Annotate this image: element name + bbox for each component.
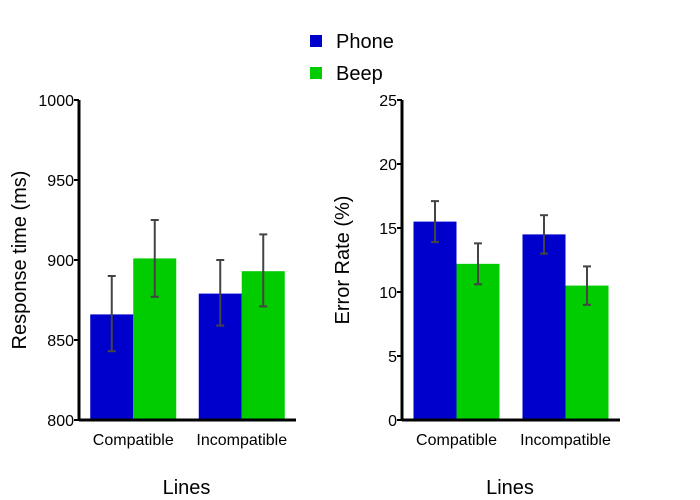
bar-beep-compatible: [456, 263, 500, 420]
y-tick-label: 20: [379, 157, 397, 174]
y-tick-label: 0: [388, 413, 397, 430]
y-tick-label: 850: [47, 333, 74, 350]
y-tick-label: 10: [379, 285, 397, 302]
y-tick-label: 900: [47, 253, 74, 270]
bar-beep-incompatible: [565, 285, 609, 420]
y-tick-label: 950: [47, 173, 74, 190]
legend-swatch-beep: [310, 67, 322, 79]
y-tick-label: 5: [388, 349, 397, 366]
legend: Phone Beep: [310, 31, 394, 85]
bar-phone-compatible: [413, 221, 457, 420]
y-axis-label: Response time (ms): [9, 171, 31, 350]
x-axis-label: Lines: [486, 477, 534, 499]
x-axis-label: Lines: [163, 477, 211, 499]
legend-label-beep: Beep: [336, 63, 383, 85]
x-tick-label-compatible: Compatible: [93, 432, 174, 449]
x-tick-label-incompatible: Incompatible: [196, 432, 287, 449]
x-tick-label-compatible: Compatible: [416, 432, 497, 449]
y-tick-label: 25: [379, 93, 397, 110]
y-tick-label: 800: [47, 413, 74, 430]
response-time-chart: Compatible Incompatible 800 850 900 950 1000 Re…: [9, 93, 296, 499]
error-rate-chart: Compatible Incompatible 0 5 10 15 20 25 Error Ra…: [332, 93, 620, 499]
legend-swatch-phone: [310, 35, 322, 47]
x-tick-label-incompatible: Incompatible: [520, 432, 611, 449]
y-tick-label: 15: [379, 221, 397, 238]
y-axis-label: Error Rate (%): [332, 196, 354, 325]
bar-phone-incompatible: [522, 234, 566, 420]
legend-label-phone: Phone: [336, 31, 394, 53]
y-tick-label: 1000: [38, 93, 74, 110]
